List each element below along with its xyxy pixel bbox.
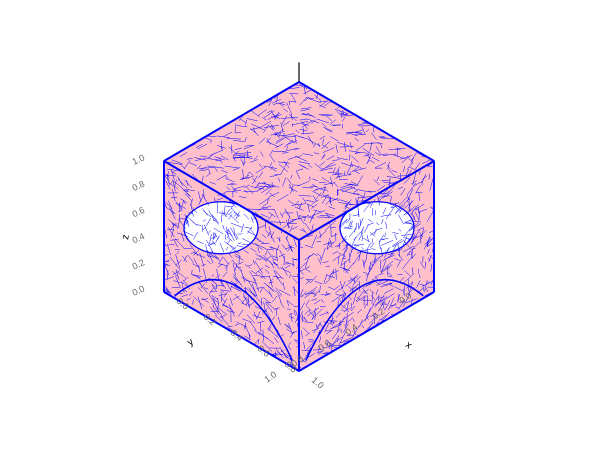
x-axis-label: x — [403, 339, 413, 351]
z-tick-label: 0.4 — [131, 231, 147, 245]
z-tick-label: 1.0 — [131, 152, 147, 166]
z-tick-label: 0.8 — [131, 179, 147, 193]
z-axis-label: z — [120, 234, 132, 241]
y-tick-label: 1.0 — [262, 369, 278, 384]
mesh-body — [164, 82, 434, 371]
z-tick-label: 0.0 — [131, 283, 147, 297]
z-tick-label: 0.2 — [131, 257, 147, 271]
x-tick-label: 1.0 — [310, 375, 326, 391]
z-tick-label: 0.6 — [131, 205, 147, 219]
y-axis-label: y — [185, 337, 195, 349]
